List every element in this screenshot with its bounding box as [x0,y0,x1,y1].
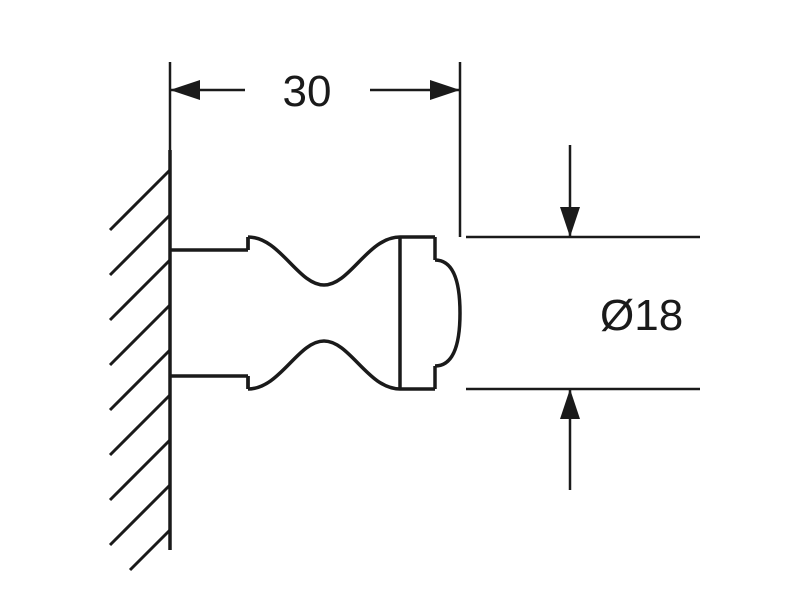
dimension-length: 30 [170,62,460,237]
dimension-diameter: Ø18 [466,145,700,490]
knob-flange [400,237,435,389]
knob-base [170,237,248,389]
knob-end-cap [435,260,460,366]
dimension-diameter-value: Ø18 [600,291,683,340]
dimension-length-value: 30 [283,67,332,116]
wall-hatching [110,150,170,570]
technical-drawing: 30 Ø18 [0,0,800,600]
knob-concave-body [248,237,400,389]
